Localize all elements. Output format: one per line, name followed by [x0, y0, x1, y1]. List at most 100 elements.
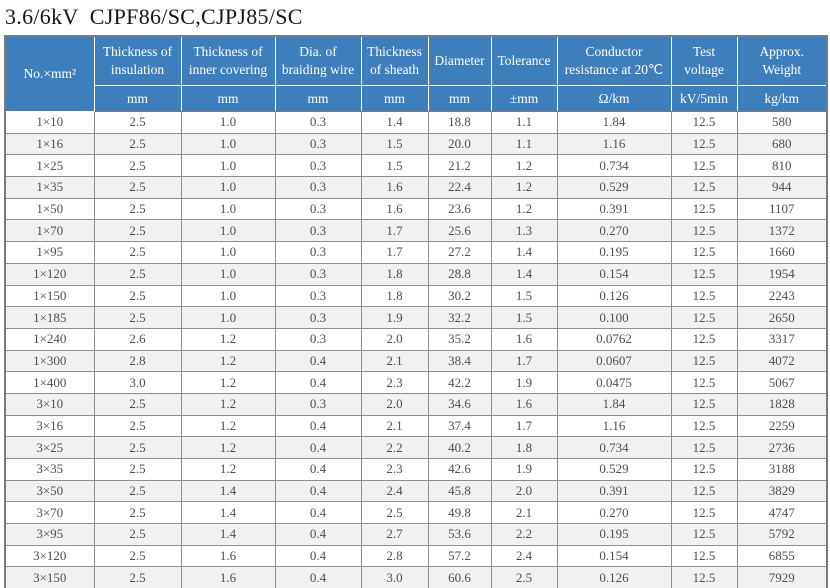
table-cell: 1.84: [556, 392, 672, 416]
table-cell: 1.4: [360, 111, 429, 134]
table-cell: 2.0: [360, 327, 429, 351]
table-cell: 0.734: [556, 436, 672, 459]
table-cell: 2.5: [93, 479, 182, 503]
table-cell: 1.7: [490, 349, 558, 373]
col-header-thickness-inner-covering: Thickness of inner covering: [180, 35, 276, 86]
col-header-diameter: Diameter: [427, 35, 492, 86]
table-cell: 1.0: [180, 241, 276, 264]
table-cell: 0.4: [274, 544, 362, 568]
table-cell: 49.8: [427, 501, 492, 525]
table-cell: 1.2: [490, 176, 558, 199]
table-cell: 1.0: [180, 284, 276, 308]
table-cell: 1.0: [180, 197, 276, 221]
table-cell: 2.8: [93, 349, 182, 373]
row-size-cell: 3×25: [4, 436, 95, 459]
table-cell: 1.2: [180, 392, 276, 416]
row-size-cell: 1×400: [4, 371, 95, 394]
table-cell: 22.4: [427, 176, 492, 199]
row-size-cell: 3×16: [4, 414, 95, 438]
unit-conductor-resistance: Ω/km: [556, 85, 672, 112]
table-cell: 1.0: [180, 111, 276, 134]
table-cell: 1107: [736, 197, 828, 221]
table-cell: 2.5: [93, 284, 182, 308]
table-cell: 12.5: [670, 262, 738, 286]
table-cell: 1.6: [180, 544, 276, 568]
table-cell: 1.5: [490, 306, 558, 329]
table-cell: 0.3: [274, 176, 362, 199]
table-cell: 0.126: [556, 566, 672, 588]
table-body: 1×10 2.5 1.0 0.3 1.4 18.8 1.1 1.84 12.5 580 1×16 2.…: [4, 111, 828, 588]
row-size-cell: 1×185: [4, 306, 95, 329]
table-cell: 12.5: [670, 349, 738, 373]
table-cell: 2.1: [360, 349, 429, 373]
table-row: 1×95 2.5 1.0 0.3 1.7 27.2 1.4 0.195 12.5 1660: [4, 241, 828, 264]
table-cell: 2.5: [360, 501, 429, 525]
table-cell: 1.9: [360, 306, 429, 329]
table-cell: 2.6: [93, 327, 182, 351]
table-cell: 0.3: [274, 132, 362, 156]
table-header: No.×mm² Thickness of insulation Thicknes…: [4, 35, 828, 112]
table-cell: 2.3: [360, 371, 429, 394]
table-cell: 0.0762: [556, 327, 672, 351]
table-row: 1×400 3.0 1.2 0.4 2.3 42.2 1.9 0.0475 12.5 5067: [4, 371, 828, 394]
table-cell: 1.9: [490, 458, 558, 481]
table-cell: 0.154: [556, 262, 672, 286]
table-cell: 0.195: [556, 241, 672, 264]
table-cell: 1.7: [360, 219, 429, 243]
table-cell: 1.1: [490, 111, 558, 134]
table-cell: 1.2: [490, 197, 558, 221]
col-header-thickness-insulation: Thickness of insulation: [93, 35, 182, 86]
col-header-conductor-resistance: Conductor resistance at 20℃: [556, 35, 672, 86]
table-cell: 12.5: [670, 523, 738, 546]
table-cell: 1.0: [180, 154, 276, 178]
table-cell: 2.5: [93, 392, 182, 416]
table-cell: 0.4: [274, 414, 362, 438]
row-size-cell: 1×16: [4, 132, 95, 156]
table-cell: 0.126: [556, 284, 672, 308]
table-row: 1×300 2.8 1.2 0.4 2.1 38.4 1.7 0.0607 12.5 4072: [4, 349, 828, 373]
table-cell: 1660: [736, 241, 828, 264]
table-cell: 2.5: [93, 414, 182, 438]
table-cell: 1.9: [490, 371, 558, 394]
table-cell: 3317: [736, 327, 828, 351]
row-size-cell: 1×120: [4, 262, 95, 286]
table-cell: 5792: [736, 523, 828, 546]
table-row: 1×70 2.5 1.0 0.3 1.7 25.6 1.3 0.270 12.5 1372: [4, 219, 828, 243]
table-cell: 38.4: [427, 349, 492, 373]
table-cell: 12.5: [670, 479, 738, 503]
table-cell: 1.8: [490, 436, 558, 459]
table-cell: 42.2: [427, 371, 492, 394]
table-cell: 1.0: [180, 176, 276, 199]
page-title: 3.6/6kV CJPF86/SC,CJPJ85/SC: [5, 4, 303, 29]
unit-thickness-sheath: mm: [360, 85, 429, 112]
table-cell: 1.16: [556, 414, 672, 438]
table-cell: 0.270: [556, 219, 672, 243]
table-cell: 12.5: [670, 284, 738, 308]
table-cell: 2.5: [93, 197, 182, 221]
row-size-cell: 1×35: [4, 176, 95, 199]
row-size-cell: 3×150: [4, 566, 95, 588]
table-cell: 0.3: [274, 284, 362, 308]
table-row: 1×150 2.5 1.0 0.3 1.8 30.2 1.5 0.126 12.5 2243: [4, 284, 828, 308]
table-cell: 12.5: [670, 241, 738, 264]
table-cell: 810: [736, 154, 828, 178]
table-cell: 12.5: [670, 501, 738, 525]
table-row: 1×10 2.5 1.0 0.3 1.4 18.8 1.1 1.84 12.5 580: [4, 111, 828, 134]
table-cell: 2.5: [93, 566, 182, 588]
table-cell: 2.0: [360, 392, 429, 416]
table-cell: 0.3: [274, 111, 362, 134]
table-cell: 12.5: [670, 154, 738, 178]
table-cell: 0.3: [274, 262, 362, 286]
table-cell: 1.6: [360, 176, 429, 199]
col-header-approx-weight: Approx. Weight: [736, 35, 828, 86]
unit-test-voltage: kV/5min: [670, 85, 738, 112]
table-cell: 2.5: [93, 544, 182, 568]
table-cell: 1.4: [180, 479, 276, 503]
table-cell: 0.4: [274, 523, 362, 546]
table-cell: 2.5: [490, 566, 558, 588]
table-cell: 32.2: [427, 306, 492, 329]
table-cell: 0.270: [556, 501, 672, 525]
table-cell: 2.2: [360, 436, 429, 459]
table-cell: 12.5: [670, 327, 738, 351]
table-cell: 30.2: [427, 284, 492, 308]
